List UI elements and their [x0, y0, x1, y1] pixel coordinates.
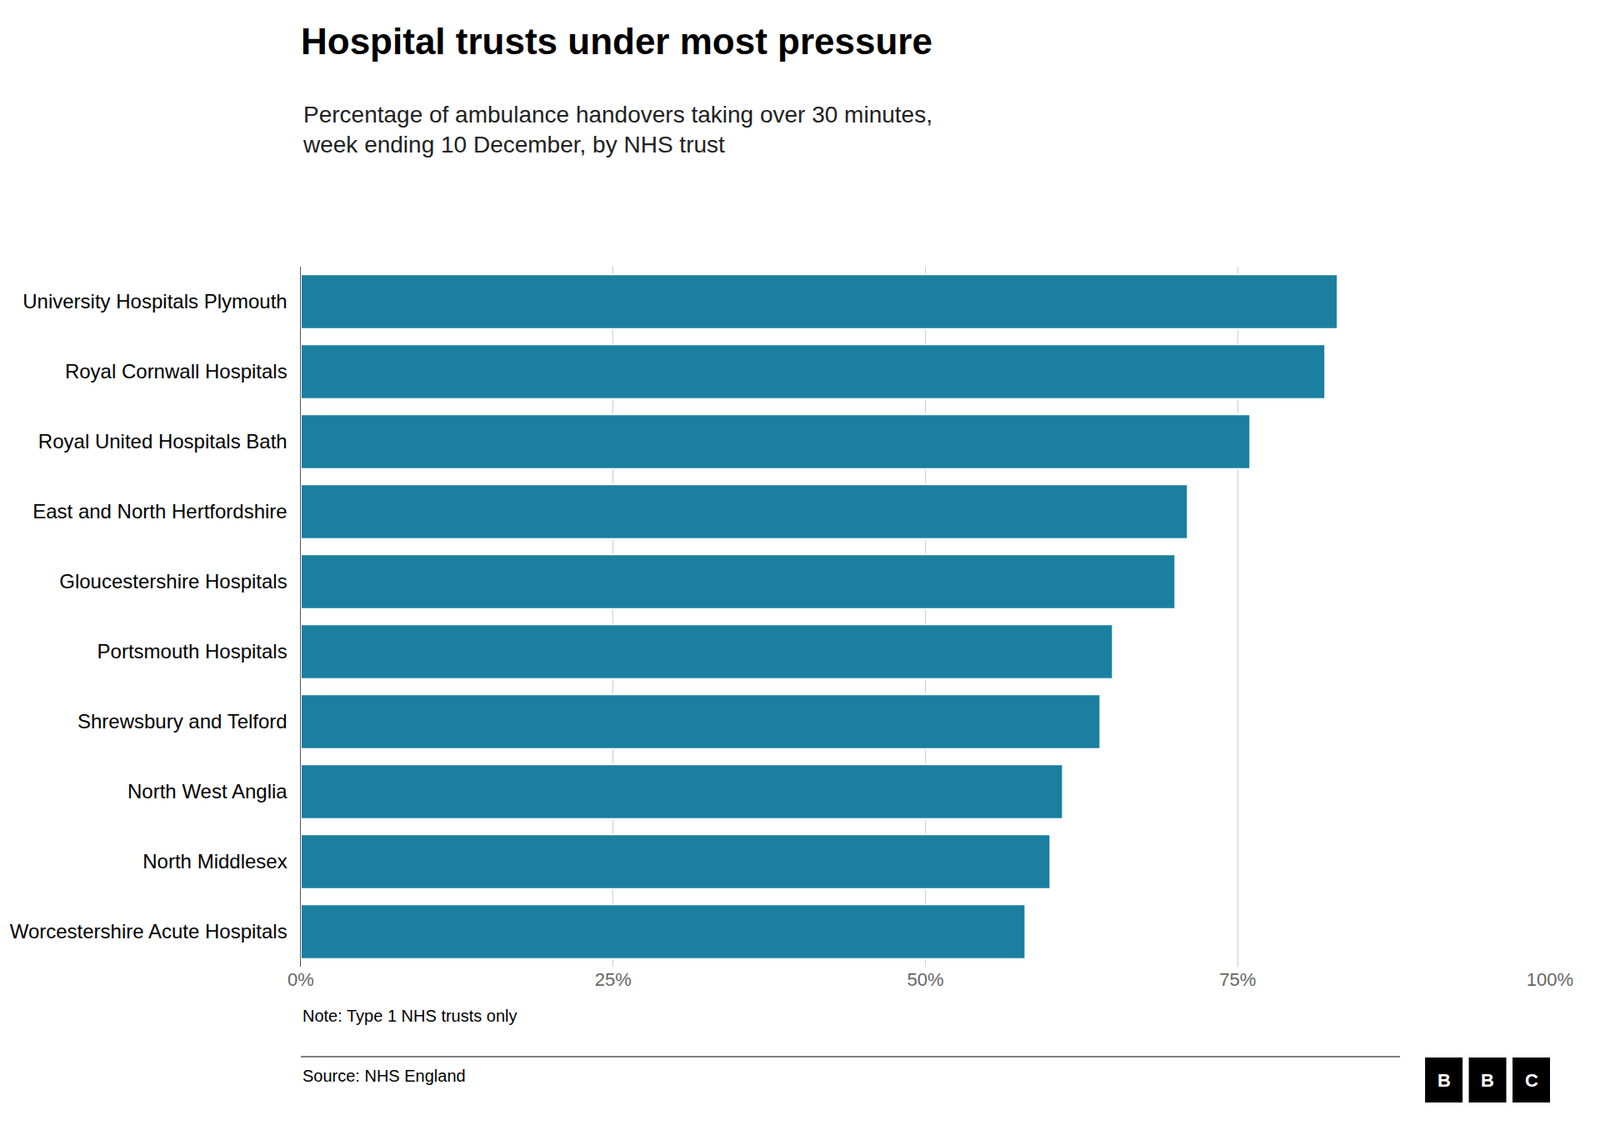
svg-text:Worcestershire Acute Hospitals: Worcestershire Acute Hospitals: [10, 920, 288, 943]
svg-text:B: B: [1480, 1070, 1495, 1091]
svg-text:North West Anglia: North West Anglia: [127, 780, 288, 803]
svg-text:University Hospitals Plymouth: University Hospitals Plymouth: [22, 290, 287, 313]
svg-text:Percentage of ambulance handov: Percentage of ambulance handovers taking…: [302, 101, 933, 158]
svg-text:Note: Type 1 NHS trusts only: Note: Type 1 NHS trusts only: [302, 1006, 518, 1025]
svg-text:50%: 50%: [906, 969, 944, 990]
svg-text:Shrewsbury and Telford: Shrewsbury and Telford: [77, 710, 288, 733]
svg-text:C: C: [1525, 1070, 1539, 1091]
svg-text:East and North Hertfordshire: East and North Hertfordshire: [32, 500, 287, 523]
svg-text:75%: 75%: [1219, 969, 1256, 990]
svg-text:North Middlesex: North Middlesex: [142, 850, 287, 873]
svg-text:Gloucestershire Hospitals: Gloucestershire Hospitals: [59, 570, 287, 593]
svg-text:Hospital trusts under most pre: Hospital trusts under most pressure: [300, 20, 933, 62]
svg-text:25%: 25%: [595, 969, 632, 990]
svg-text:Portsmouth Hospitals: Portsmouth Hospitals: [97, 640, 288, 663]
svg-text:100%: 100%: [1526, 969, 1574, 990]
svg-text:Royal Cornwall Hospitals: Royal Cornwall Hospitals: [65, 360, 288, 383]
svg-text:0%: 0%: [287, 969, 315, 990]
svg-text:Source: NHS England: Source: NHS England: [302, 1066, 466, 1085]
svg-text:B: B: [1437, 1070, 1451, 1091]
svg-text:Royal United Hospitals Bath: Royal United Hospitals Bath: [38, 430, 288, 453]
